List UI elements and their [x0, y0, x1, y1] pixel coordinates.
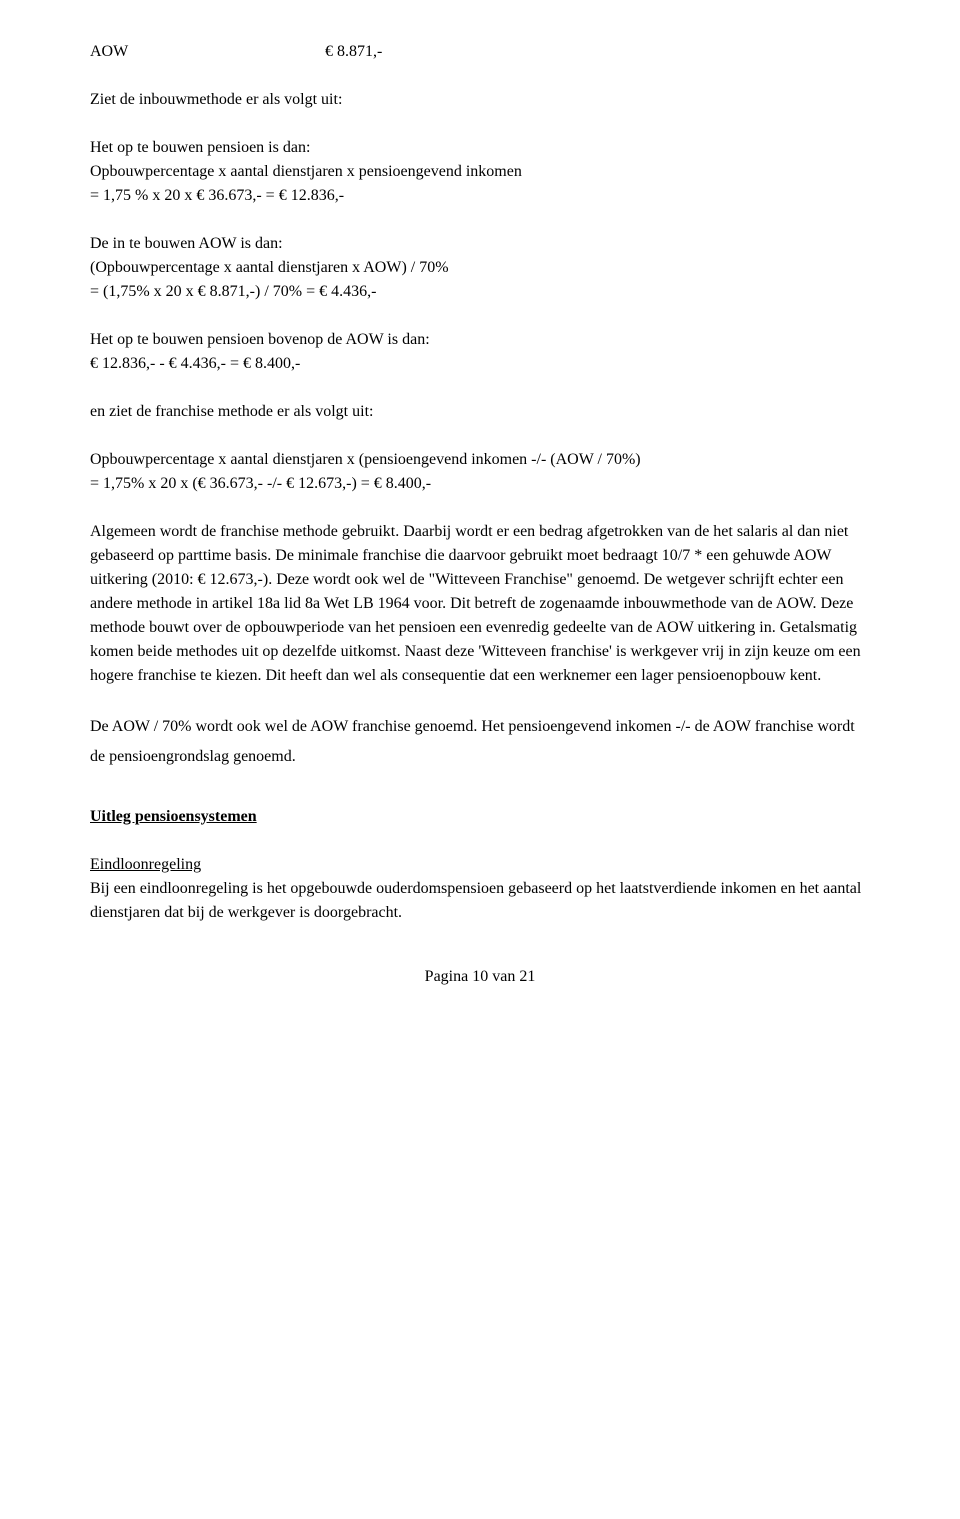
paragraph: (Opbouwpercentage x aantal dienstjaren x…	[90, 256, 870, 280]
paragraph: Het op te bouwen pensioen is dan:	[90, 136, 870, 160]
paragraph: = 1,75 % x 20 x € 36.673,- = € 12.836,-	[90, 184, 870, 208]
aow-label: AOW	[90, 40, 325, 64]
section-heading: Uitleg pensioensystemen	[90, 805, 870, 829]
paragraph: Ziet de inbouwmethode er als volgt uit:	[90, 88, 870, 112]
paragraph-main: Algemeen wordt de franchise methode gebr…	[90, 520, 870, 688]
paragraph: en ziet de franchise methode er als volg…	[90, 400, 870, 424]
aow-value: € 8.871,-	[325, 40, 382, 64]
page-footer: Pagina 10 van 21	[90, 965, 870, 989]
paragraph: De in te bouwen AOW is dan:	[90, 232, 870, 256]
paragraph: € 12.836,- - € 4.436,- = € 8.400,-	[90, 352, 870, 376]
page-number: Pagina 10 van 21	[425, 968, 536, 985]
paragraph: Het op te bouwen pensioen bovenop de AOW…	[90, 328, 870, 352]
paragraph: Opbouwpercentage x aantal dienstjaren x …	[90, 448, 870, 472]
paragraph: = 1,75% x 20 x (€ 36.673,- -/- € 12.673,…	[90, 472, 870, 496]
paragraph: = (1,75% x 20 x € 8.871,-) / 70% = € 4.4…	[90, 280, 870, 304]
paragraph: Bij een eindloonregeling is het opgebouw…	[90, 877, 870, 925]
paragraph: De AOW / 70% wordt ook wel de AOW franch…	[90, 712, 870, 773]
paragraph: Opbouwpercentage x aantal dienstjaren x …	[90, 160, 870, 184]
aow-row: AOW € 8.871,-	[90, 40, 870, 64]
subheading: Eindloonregeling	[90, 853, 870, 877]
